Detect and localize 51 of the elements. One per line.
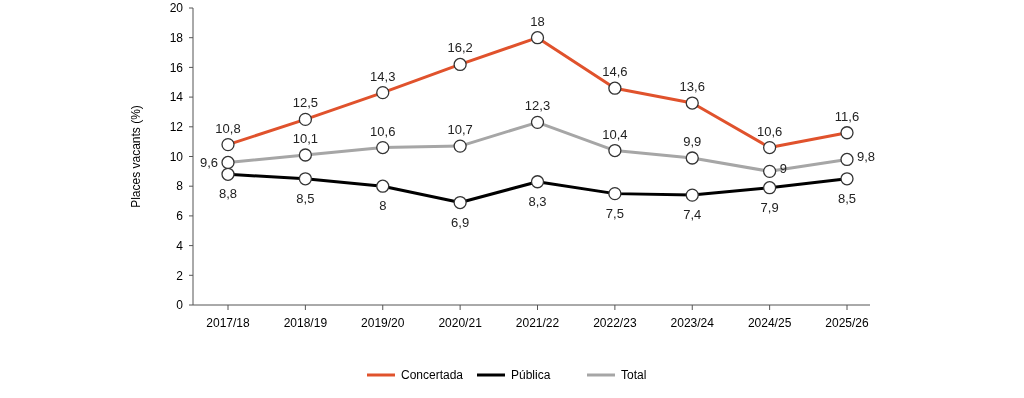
data-label: 10,8	[215, 120, 241, 136]
x-tick-label: 2022/23	[593, 316, 637, 330]
data-label: 9	[779, 161, 787, 177]
data-label: 11,6	[834, 108, 860, 124]
y-tick-label: 20	[169, 1, 184, 16]
data-label: 8,8	[218, 186, 238, 202]
data-label: 8,3	[528, 193, 547, 209]
data-label: 9,8	[857, 149, 876, 165]
y-tick-label: 12	[169, 120, 184, 134]
data-label: 12,5	[292, 95, 319, 111]
data-label: 10,4	[602, 126, 628, 142]
x-tick-label: 2023/24	[670, 316, 715, 330]
x-tick-label: 2024/25	[747, 316, 792, 330]
data-label: 14,3	[370, 68, 396, 84]
x-tick-label: 2018/19	[283, 316, 328, 330]
data-label: 10,7	[447, 122, 473, 138]
y-tick-label: 4	[176, 238, 184, 253]
data-label: 7,9	[760, 199, 779, 215]
y-tick-label: 6	[176, 209, 184, 224]
y-tick-label: 16	[169, 60, 184, 75]
legend-label: Pública	[511, 368, 551, 383]
data-label: 6,9	[451, 214, 470, 230]
y-tick-label: 2	[176, 268, 184, 283]
x-tick-label: 2017/18	[206, 316, 251, 330]
data-label: 8	[379, 198, 387, 214]
data-label: 7,5	[605, 205, 624, 221]
data-label: 14,6	[602, 64, 628, 80]
y-tick-label: 8	[176, 179, 184, 194]
data-label: 7,4	[683, 207, 702, 223]
x-tick-label: 2020/21	[438, 316, 483, 330]
y-tick-label: 14	[169, 90, 184, 105]
x-tick-label: 2025/26	[825, 316, 870, 330]
data-label: 8,5	[296, 190, 315, 206]
data-label: 10,6	[756, 123, 783, 139]
x-tick-label: 2021/22	[515, 316, 560, 330]
data-label: 13,6	[679, 79, 705, 95]
data-label: 9,6	[199, 155, 218, 171]
data-label: 9,9	[683, 133, 702, 149]
data-label: 8,5	[837, 190, 857, 206]
x-tick-label: 2019/20	[361, 316, 405, 330]
y-tick-label: 0	[176, 298, 184, 313]
y-tick-label: 18	[169, 30, 184, 45]
data-label: 10,6	[370, 123, 396, 139]
data-label: 10,1	[292, 131, 319, 147]
y-tick-label: 10	[169, 149, 184, 164]
data-label: 12,3	[524, 98, 551, 114]
y-axis-title: Places vacants (%)	[129, 105, 143, 208]
legend-label: Concertada	[401, 368, 464, 383]
legend-label: Total	[621, 368, 647, 383]
data-label: 18	[530, 13, 545, 29]
data-label: 16,2	[447, 40, 473, 56]
